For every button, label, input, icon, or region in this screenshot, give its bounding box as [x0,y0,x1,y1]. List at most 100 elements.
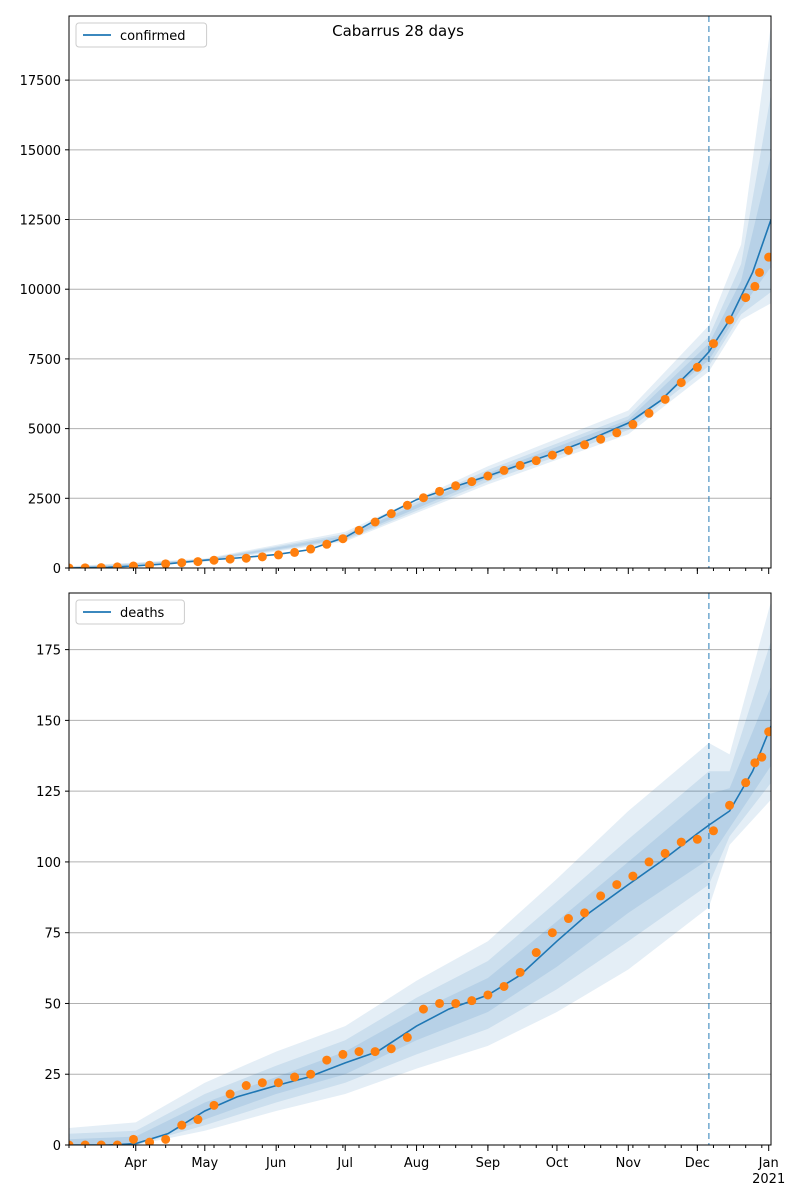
observed-point [660,394,670,404]
x-tick-label: Nov [616,1156,642,1171]
observed-point [467,477,477,487]
observed-point [80,563,90,568]
observed-point [370,517,380,527]
observed-point [750,281,760,291]
observed-point [193,557,203,567]
observed-point [725,800,735,810]
observed-point [451,481,461,491]
observed-point [386,1044,396,1054]
observed-point [750,758,760,768]
observed-point [177,558,187,568]
observed-point [225,554,235,564]
x-tick-label: Apr [124,1156,147,1171]
y-tick-label: 12500 [20,214,61,229]
observed-point [580,908,590,918]
observed-point [644,857,654,867]
observed-point [257,552,267,562]
x-tick-label: May [191,1156,218,1171]
observed-point [499,981,509,991]
observed-point [628,871,638,881]
observed-point [483,471,493,481]
y-tick-label: 17500 [20,74,61,89]
observed-point [563,914,573,924]
observed-point [764,727,771,737]
x-tick-label: Aug [404,1156,429,1171]
observed-point [418,1004,428,1014]
observed-point [754,267,764,277]
deaths-chart: 0 25 50 75 100 125 150 175 Apr May Jun Jul Aug Sep Oct… [36,592,785,1187]
figure-title: Cabarrus 28 days [332,22,464,40]
observed-point [96,563,106,568]
y-tick-label: 10000 [20,283,61,298]
observed-point [209,555,219,565]
y-tick-label: 150 [36,714,61,729]
observed-point [209,1100,219,1110]
observed-point [725,315,735,325]
observed-point [96,1140,106,1145]
model-line [69,725,771,1145]
y-tick-label: 5000 [28,423,61,438]
y-tick-label: 50 [44,997,61,1012]
x-tick-label: Dec [685,1156,710,1171]
observed-point [612,428,622,438]
observed-point [273,1078,283,1088]
observed-point [435,486,445,496]
observed-point [290,1072,300,1082]
observed-point [338,534,348,544]
observed-point [708,339,718,349]
x-tick-label: Jul [336,1156,353,1171]
observed-point [338,1049,348,1059]
observed-point [193,1115,203,1125]
observed-point [547,450,557,460]
axes-frame [68,15,772,569]
observed-point [467,996,477,1006]
observed-point [418,493,428,503]
observed-point [273,550,283,560]
observed-point [451,998,461,1008]
observed-point [644,408,654,418]
y-tick-label: 25 [44,1068,61,1083]
x-tick-label: Sep [476,1156,501,1171]
observed-point [177,1120,187,1130]
y-tick-label: 15000 [20,144,61,159]
observed-point [290,547,300,557]
observed-point [499,465,509,475]
observed-point [741,778,751,788]
observed-point [764,252,771,262]
plot-area [69,24,771,568]
observed-point [161,559,171,568]
observed-point [741,293,751,303]
observed-point [435,998,445,1008]
y-tick-label: 125 [36,785,61,800]
observed-point [515,967,525,977]
legend: deaths [75,599,185,625]
observed-point [402,1032,412,1042]
observed-point [354,525,364,535]
x-tick-sublabel: 2021 [752,1172,785,1187]
observed-point [225,1089,235,1099]
x-tick-label: Jan [758,1156,779,1171]
observed-point [692,362,702,372]
observed-point [676,837,686,847]
observed-point [80,1140,90,1145]
observed-point [676,378,686,388]
observed-point [386,509,396,519]
confirmed-chart: 0 2500 5000 7500 10000 12500 15000 17500 confirm… [20,15,772,577]
observed-point [612,880,622,890]
observed-point [757,752,767,762]
observed-point [112,1140,122,1145]
observed-point [596,434,606,444]
observed-point [563,445,573,455]
observed-point [128,561,138,568]
observed-point [112,562,122,568]
x-tick-label: Jun [265,1156,286,1171]
y-tick-label: 100 [36,856,61,871]
observed-point [322,539,332,549]
observed-point [69,1140,74,1145]
observed-point [515,460,525,470]
observed-point [580,440,590,450]
observed-point [370,1047,380,1057]
observed-point [402,500,412,510]
observed-point [241,553,251,563]
